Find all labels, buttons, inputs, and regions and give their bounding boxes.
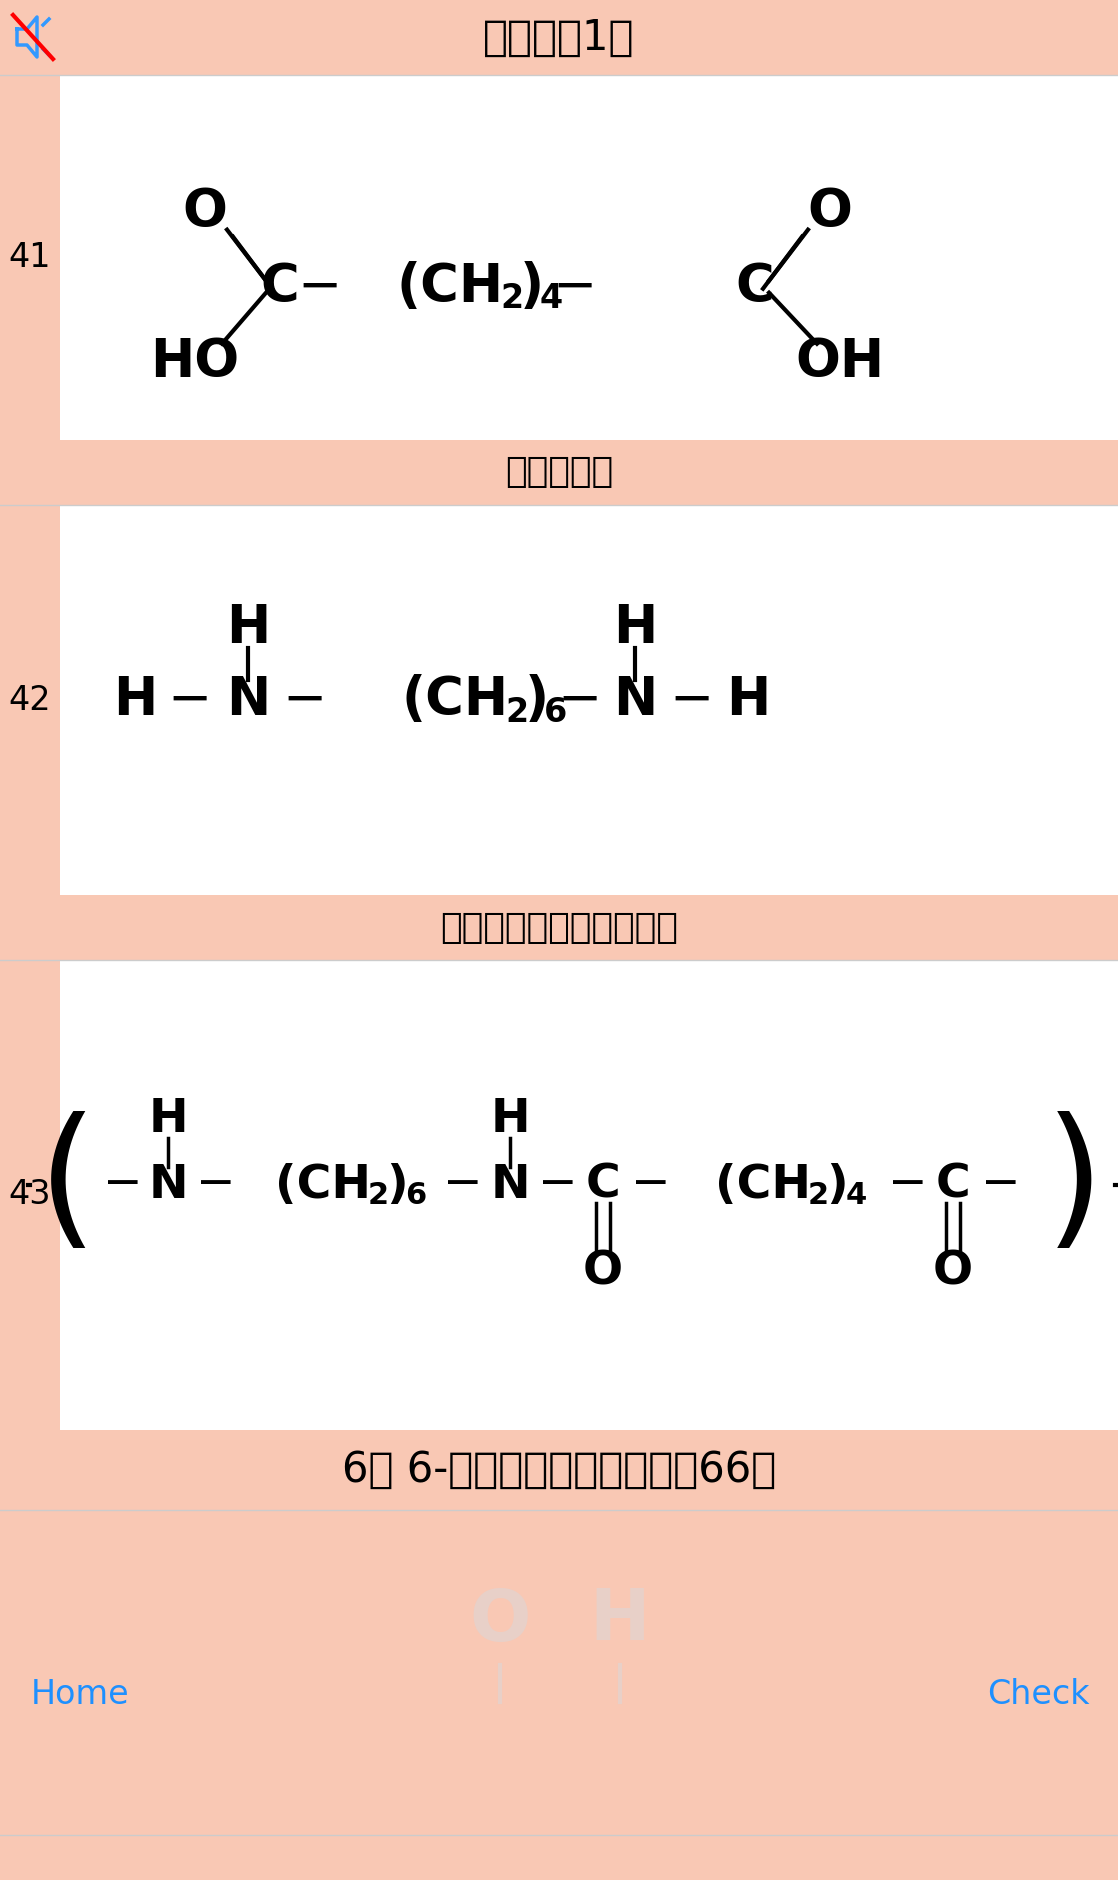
Text: −: − [196, 1162, 236, 1207]
Text: −: − [297, 261, 342, 312]
Text: (CH: (CH [716, 1162, 811, 1207]
Text: −: − [632, 1162, 671, 1207]
Text: H: H [490, 1098, 530, 1143]
Text: ヘキサメチレンジアミン: ヘキサメチレンジアミン [440, 910, 678, 944]
Text: 2: 2 [505, 696, 529, 728]
Text: −: − [558, 675, 603, 726]
Text: −: − [103, 1162, 143, 1207]
Bar [0, 895, 1118, 961]
Text: (CH: (CH [275, 1162, 371, 1207]
Text: 41: 41 [9, 241, 51, 274]
Text: 6， 6-ナイロン　（ナイロン66）: 6， 6-ナイロン （ナイロン66） [342, 1449, 776, 1491]
Text: 「芳香斅1」: 「芳香斅1」 [483, 17, 635, 58]
Bar [0, 0, 1118, 75]
Text: H: H [149, 1098, 188, 1143]
Text: OH: OH [795, 337, 884, 387]
Text: 4: 4 [845, 1181, 866, 1211]
Text: N: N [226, 675, 271, 726]
Text: H: H [613, 602, 657, 654]
Text: −: − [443, 1162, 483, 1207]
Text: −: − [670, 675, 714, 726]
Bar [60, 961, 1118, 1431]
Text: ): ) [525, 675, 549, 726]
Text: C: C [260, 261, 300, 312]
Bar [60, 506, 1118, 895]
Bar [0, 1510, 1118, 1880]
Text: 42: 42 [9, 684, 51, 716]
Text: Check: Check [987, 1679, 1089, 1711]
Text: 2: 2 [368, 1181, 389, 1211]
Text: C: C [936, 1162, 970, 1207]
Text: H: H [226, 602, 271, 654]
Text: HO: HO [151, 337, 239, 387]
Text: −: − [888, 1162, 928, 1207]
Text: O: O [932, 1250, 973, 1295]
Text: −: − [553, 261, 597, 312]
Text: ): ) [1045, 1111, 1105, 1260]
Bar [0, 440, 1118, 506]
Text: ): ) [386, 1162, 408, 1207]
Text: Home: Home [30, 1679, 130, 1711]
Text: 2: 2 [501, 282, 523, 316]
Text: N: N [613, 675, 657, 726]
Text: 6: 6 [544, 696, 568, 728]
Text: C: C [736, 261, 775, 312]
Text: −: − [982, 1162, 1021, 1207]
Text: (: ( [38, 1111, 97, 1260]
Text: C: C [586, 1162, 620, 1207]
Text: N: N [149, 1162, 188, 1207]
Bar [0, 75, 60, 440]
Text: −: − [283, 675, 328, 726]
Text: 4: 4 [540, 282, 562, 316]
Text: ): ) [826, 1162, 847, 1207]
Text: (CH: (CH [401, 675, 509, 726]
Text: 2: 2 [807, 1181, 828, 1211]
Text: N: N [490, 1162, 530, 1207]
Bar [0, 961, 60, 1431]
Text: O: O [807, 186, 852, 237]
Text: アジピン酸: アジピン酸 [505, 455, 613, 489]
Bar [0, 1431, 1118, 1510]
Text: −: − [168, 675, 212, 726]
Bar [0, 506, 60, 895]
Text: 43: 43 [9, 1179, 51, 1211]
Text: −: − [538, 1162, 578, 1207]
Text: H: H [590, 1587, 651, 1656]
Text: ): ) [520, 261, 544, 312]
Text: H: H [113, 675, 158, 726]
Bar [60, 75, 1118, 440]
Text: O: O [470, 1587, 531, 1656]
Text: O: O [182, 186, 227, 237]
Text: 6: 6 [406, 1181, 427, 1211]
Text: (CH: (CH [397, 261, 503, 312]
Text: O: O [582, 1250, 623, 1295]
Text: H: H [726, 675, 770, 726]
